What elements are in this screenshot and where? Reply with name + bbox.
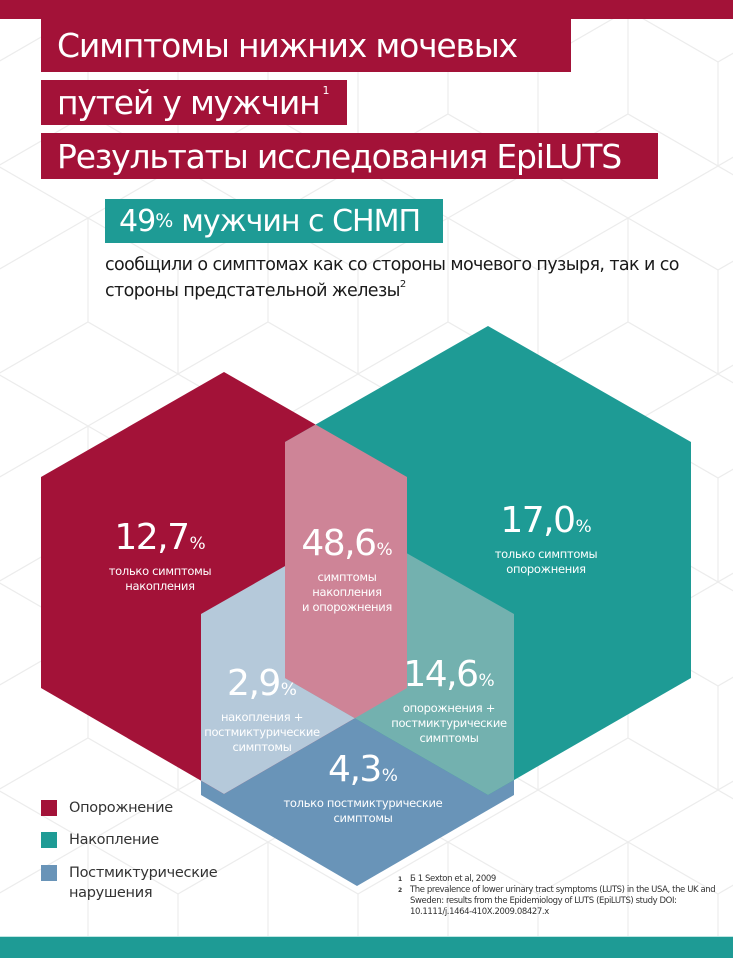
stat-label-line: симптомы xyxy=(419,731,479,745)
stat-label-line: только постмиктурические xyxy=(283,796,443,810)
subtitle: сообщили о симптомах как со стороны моче… xyxy=(105,254,705,302)
highlight-stat-box: 49% мужчин с СНМП xyxy=(105,199,443,243)
legend-label-line: нарушения xyxy=(69,885,153,901)
stat-label-line: и опорожнения xyxy=(301,600,393,614)
footnote-text: The prevalence of lower urinary tract sy… xyxy=(410,885,716,917)
top-brand-band xyxy=(0,0,733,19)
stat-label-line: симптомы xyxy=(232,740,292,754)
legend-label: Опорожнение xyxy=(69,800,173,816)
title-line-2: путей у мужчин 1 xyxy=(41,80,347,125)
stat-unit: % xyxy=(575,517,592,537)
stat-value: 4,3 xyxy=(328,749,382,790)
title-text-1: Симптомы нижних мочевых xyxy=(57,26,518,65)
stat-label-line: накопления xyxy=(312,585,382,599)
stat-label-line: постмиктурические xyxy=(204,725,320,739)
stat-value: 2,9 xyxy=(227,663,281,704)
stat-label-line: накопления xyxy=(125,579,195,593)
subtitle-text: сообщили о симптомах как со стороны моче… xyxy=(105,255,679,301)
stat-unit: % xyxy=(381,766,398,786)
stat-post-only: 4,3% только постмиктурические симптомы xyxy=(284,750,443,826)
footnote-2: 2 The prevalence of lower urinary tract … xyxy=(398,885,718,918)
stat-label-line: симптомы xyxy=(333,811,393,825)
bottom-brand-band xyxy=(0,936,733,958)
stat-unit: % xyxy=(280,680,297,700)
stat-value: 17,0 xyxy=(500,500,576,541)
stat-storage-voiding: 48,6% симптомы накопления и опорожнения xyxy=(301,524,392,615)
legend-swatch-storage xyxy=(41,832,57,848)
title-footnote-ref: 1 xyxy=(322,84,329,97)
legend-swatch-voiding xyxy=(41,800,57,816)
title-text-3: Результаты исследования EpiLUTS xyxy=(57,136,622,176)
stat-label-line: постмиктурические xyxy=(391,716,507,730)
title-text-2: путей у мужчин xyxy=(57,83,321,122)
stat-value: 14,6 xyxy=(403,654,479,695)
stat-label-line: симптомы xyxy=(317,570,377,584)
subtitle-footnote-ref: 2 xyxy=(399,279,406,290)
stat-unit: % xyxy=(478,671,495,691)
title-line-1: Симптомы нижних мочевых xyxy=(41,19,571,72)
footnote-text: Б 1 Sexton et al, 2009 xyxy=(410,874,496,884)
stat-storage-post: 2,9% накопления + постмиктурические симп… xyxy=(204,664,320,755)
highlight-value: 49 xyxy=(119,203,156,239)
footnotes: 1 Б 1 Sexton et al, 2009 2 The prevalenc… xyxy=(398,874,718,918)
stat-label-line: только симптомы xyxy=(108,564,212,578)
stat-voiding-only: 17,0% только симптомы опорожнения xyxy=(494,500,598,577)
stat-value: 12,7 xyxy=(114,517,190,558)
footnote-mark: 2 xyxy=(398,887,402,894)
stat-label-line: опорожнения xyxy=(506,562,586,576)
legend-swatch-post xyxy=(41,865,57,881)
highlight-text: мужчин с СНМП xyxy=(181,203,421,239)
stat-storage-only: 12,7% только симптомы накопления xyxy=(108,517,212,594)
stat-unit: % xyxy=(189,534,206,554)
stat-value: 48,6 xyxy=(301,523,377,564)
highlight-percent: % xyxy=(155,210,173,232)
stat-label-line: только симптомы xyxy=(494,547,598,561)
stat-voiding-post: 14,6% опорожнения + постмиктурические си… xyxy=(391,655,507,746)
legend-item-post: Постмиктурические нарушения xyxy=(41,863,218,903)
legend-label: Накопление xyxy=(69,832,159,848)
legend-label: Постмиктурические нарушения xyxy=(69,863,218,903)
legend-label-line: Постмиктурические xyxy=(69,865,218,881)
legend-item-storage: Накопление xyxy=(41,830,159,850)
legend-item-voiding: Опорожнение xyxy=(41,798,173,818)
stat-label-line: опорожнения + xyxy=(402,701,496,715)
stat-unit: % xyxy=(376,540,393,560)
stat-label-line: накопления + xyxy=(220,710,304,724)
title-line-3: Результаты исследования EpiLUTS xyxy=(41,133,658,179)
footnote-1: 1 Б 1 Sexton et al, 2009 xyxy=(398,874,718,885)
footnote-mark: 1 xyxy=(398,876,402,883)
